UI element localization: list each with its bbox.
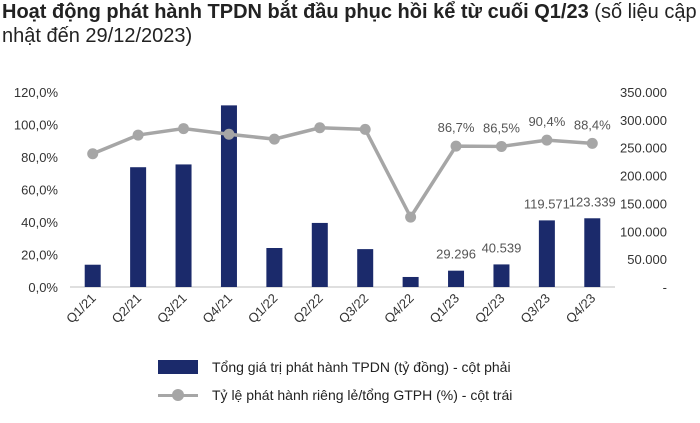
x-axis-tick: Q4/23 — [563, 291, 599, 327]
x-axis-tick: Q3/22 — [336, 291, 372, 327]
line-data-label: 86,5% — [483, 120, 520, 135]
left-axis-tick: 80,0% — [21, 150, 58, 165]
right-axis-tick: 300.000 — [620, 113, 667, 128]
line-point — [405, 211, 417, 223]
right-axis-tick: 250.000 — [620, 141, 667, 156]
x-axis-tick: Q2/21 — [109, 291, 145, 327]
bar — [402, 276, 419, 287]
left-axis-tick: 120,0% — [14, 85, 59, 100]
line-point — [132, 129, 144, 141]
legend-item-bars: Tổng giá trị phát hành TPDN (tỷ đồng) - … — [158, 356, 512, 378]
line-point — [223, 128, 235, 140]
x-axis-tick: Q1/21 — [63, 291, 99, 327]
bar — [448, 270, 465, 287]
legend-swatch-line — [158, 388, 198, 402]
left-axis-tick: 100,0% — [14, 118, 59, 133]
line-data-label: 90,4% — [528, 114, 565, 129]
right-axis-tick: 150.000 — [620, 196, 667, 211]
line-point — [586, 137, 598, 149]
line-point — [178, 123, 190, 135]
line-point — [541, 134, 553, 146]
bar — [584, 218, 601, 287]
line-point — [87, 148, 99, 160]
line-point — [495, 140, 507, 152]
bar — [175, 164, 192, 287]
bar-data-label: 123.339 — [569, 194, 616, 209]
bar-data-label: 29.296 — [436, 247, 476, 262]
bar — [311, 222, 328, 287]
x-axis-tick: Q3/21 — [154, 291, 190, 327]
line-series — [92, 126, 593, 219]
legend-swatch-bar — [158, 360, 198, 374]
bar — [357, 249, 374, 287]
legend-label-line: Tỷ lệ phát hành riêng lẻ/tổng GTPH (%) -… — [212, 387, 513, 403]
x-axis-tick: Q1/23 — [427, 291, 463, 327]
left-axis-tick: 40,0% — [21, 215, 58, 230]
x-axis-tick: Q4/21 — [199, 291, 235, 327]
bar — [266, 248, 283, 287]
bar — [130, 167, 147, 287]
line-point — [268, 133, 280, 145]
chart-title-note: (số liệu cập nhật đến 29/12/2023) — [2, 1, 697, 47]
bar — [220, 105, 237, 287]
left-axis-tick: 20,0% — [21, 248, 58, 263]
legend-label-bars: Tổng giá trị phát hành TPDN (tỷ đồng) - … — [212, 359, 511, 375]
right-axis-tick: 100.000 — [620, 224, 667, 239]
line-data-label: 88,4% — [574, 117, 611, 132]
line-point — [450, 140, 462, 152]
line-data-label: 86,7% — [438, 120, 475, 135]
bar — [84, 264, 101, 287]
x-axis-tick: Q4/22 — [381, 291, 417, 327]
x-axis-tick: Q3/23 — [517, 291, 553, 327]
left-axis-tick: 0,0% — [28, 280, 58, 295]
chart-title-bold: Hoạt động phát hành TPDN bắt đầu phục hồ… — [2, 1, 589, 23]
bar-data-label: 119.571 — [524, 196, 570, 211]
line-point — [359, 123, 371, 135]
left-axis-tick: 60,0% — [21, 183, 58, 198]
legend: Tổng giá trị phát hành TPDN (tỷ đồng) - … — [158, 356, 512, 412]
bar-data-label: 40.539 — [482, 240, 522, 255]
x-axis-tick: Q2/22 — [290, 291, 326, 327]
x-axis-tick: Q2/23 — [472, 291, 508, 327]
right-axis-tick: - — [663, 280, 667, 295]
line-point — [314, 122, 326, 134]
bar — [538, 220, 555, 287]
bar — [493, 264, 510, 287]
legend-item-line: Tỷ lệ phát hành riêng lẻ/tổng GTPH (%) -… — [158, 384, 512, 406]
right-axis-tick: 50.000 — [627, 252, 667, 267]
chart-title: Hoạt động phát hành TPDN bắt đầu phục hồ… — [2, 0, 698, 48]
x-axis-tick: Q1/22 — [245, 291, 281, 327]
right-axis-tick: 200.000 — [620, 169, 667, 184]
right-axis-tick: 350.000 — [620, 85, 667, 100]
